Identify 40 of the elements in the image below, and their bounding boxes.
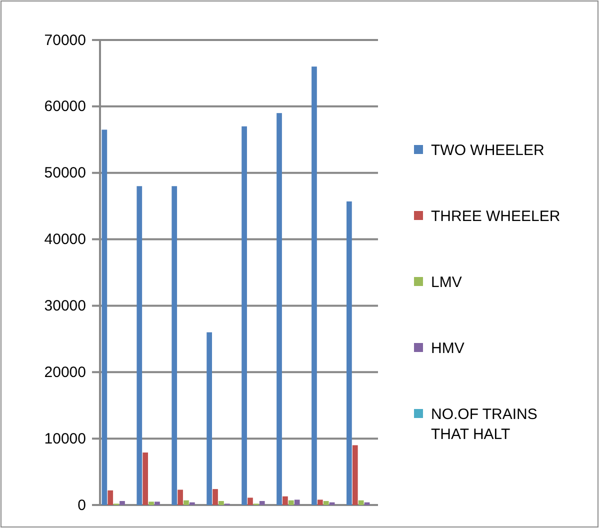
bar [206,332,212,505]
y-tick-label: 30000 [44,298,86,315]
bar [136,186,142,505]
bar [108,490,114,505]
bar [276,113,282,505]
bar [323,501,329,505]
y-tick-label: 50000 [44,164,86,182]
y-tick-label: 20000 [44,364,86,381]
bar [142,452,148,505]
bar [318,500,323,505]
bar [248,498,253,505]
y-tick-label: 40000 [44,231,86,248]
legend-label: TWO WHEELER [431,142,544,159]
y-tick-label: 10000 [44,430,86,448]
bar [282,496,288,505]
bar [242,126,247,505]
legend-label: THREE WHEELER [431,208,560,225]
bar [259,501,265,505]
bar [184,500,189,505]
bar [218,501,224,505]
bar [120,501,125,505]
legend-label: NO.OF TRAINS THAT HALT [431,406,538,443]
bar [190,502,195,505]
bar [312,66,317,505]
bar [294,500,300,505]
legend-label: LMV [431,274,462,291]
bar [178,490,183,505]
bar [358,500,364,505]
legend-label: HMV [431,340,464,357]
bar [154,502,160,505]
y-tick-label: 70000 [44,32,86,49]
bar [212,489,218,505]
bar [288,500,294,505]
bar [148,502,154,505]
bar [172,186,178,505]
bar [352,445,358,505]
bar [346,201,352,505]
y-tick-label: 0 [78,496,86,514]
bar [102,130,108,505]
y-tick-label: 60000 [44,98,86,116]
